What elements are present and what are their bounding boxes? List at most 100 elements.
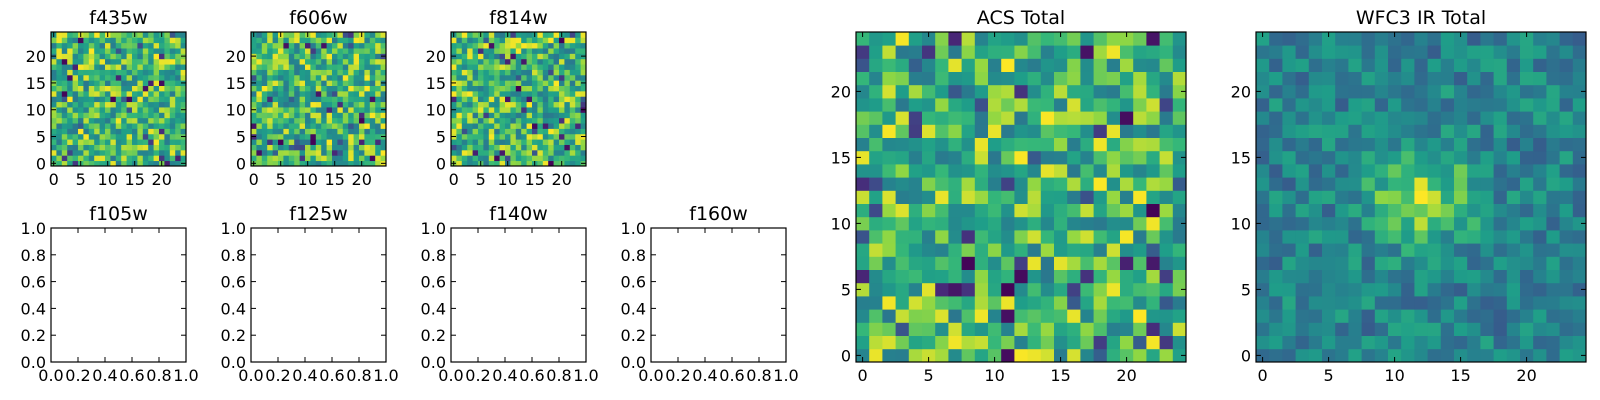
heatmap-cell xyxy=(521,128,527,135)
heatmap-cell xyxy=(1401,322,1415,336)
heatmap-cell xyxy=(1533,309,1547,323)
heatmap-cell xyxy=(1506,335,1521,350)
heatmap-cell xyxy=(305,144,311,151)
heatmap-cell xyxy=(483,112,490,119)
heatmap-cell xyxy=(321,90,327,97)
heatmap-cell xyxy=(1348,335,1362,350)
heatmap-cell xyxy=(283,37,290,44)
heatmap-cell xyxy=(1308,230,1323,244)
heatmap-cell xyxy=(895,348,910,363)
heatmap-cell xyxy=(580,48,587,54)
heatmap-cell xyxy=(1027,45,1042,59)
heatmap-cell xyxy=(272,139,279,145)
heatmap-cell xyxy=(1054,335,1068,350)
heatmap-cell xyxy=(988,296,1002,310)
heatmap-cell xyxy=(321,117,327,124)
heatmap-cell xyxy=(153,58,160,65)
heatmap-cell xyxy=(1427,150,1442,165)
heatmap-cell xyxy=(1093,124,1108,138)
heatmap-cell xyxy=(456,155,463,162)
heatmap-cell xyxy=(310,96,317,103)
heatmap-cell xyxy=(380,112,387,119)
heatmap-cell xyxy=(456,160,463,167)
heatmap-cell xyxy=(364,107,371,113)
heatmap-cell xyxy=(974,177,989,191)
heatmap-cell xyxy=(1054,32,1068,46)
heatmap-cell xyxy=(348,155,354,162)
heatmap-cell xyxy=(1348,150,1362,165)
heatmap-cell xyxy=(988,243,1002,257)
heatmap-cell xyxy=(164,53,171,60)
heatmap-cell xyxy=(988,177,1002,191)
heatmap-cell xyxy=(1480,124,1494,138)
heatmap-cell xyxy=(1467,348,1481,363)
heatmap-cell xyxy=(521,69,527,76)
heatmap-cell xyxy=(51,85,57,92)
heatmap-cell xyxy=(375,90,381,97)
heatmap-cell xyxy=(505,139,511,145)
heatmap-cell xyxy=(353,160,360,167)
heatmap-cell xyxy=(559,37,565,44)
heatmap-cell xyxy=(148,69,154,76)
heatmap-cell xyxy=(1467,309,1481,323)
heatmap-cell xyxy=(1374,124,1389,138)
heatmap-cell xyxy=(1480,32,1494,46)
heatmap-cell xyxy=(1054,269,1068,284)
heatmap-cell xyxy=(505,42,511,49)
heatmap-cell xyxy=(1120,150,1134,165)
y-tick-label: 0.8 xyxy=(421,246,446,265)
heatmap-cell xyxy=(310,90,317,97)
heatmap-cell xyxy=(564,32,571,38)
heatmap-cell xyxy=(1269,137,1283,152)
heatmap-cell xyxy=(132,85,138,92)
heatmap-cell xyxy=(467,128,473,135)
heatmap-cell xyxy=(467,32,473,38)
heatmap-cell xyxy=(321,128,327,135)
heatmap-cell xyxy=(505,64,511,70)
heatmap-cell xyxy=(353,107,360,113)
heatmap-cell xyxy=(1454,322,1468,336)
heatmap-cell xyxy=(510,96,517,103)
heatmap-cell xyxy=(359,101,365,108)
heatmap-cell xyxy=(142,85,149,92)
heatmap-cell xyxy=(337,42,344,49)
x-tick-label: 1.0 xyxy=(173,366,198,385)
y-tick-label: 5 xyxy=(36,128,46,147)
heatmap-cell xyxy=(869,230,883,244)
subplot-title: f160w xyxy=(689,203,748,225)
heatmap-cell xyxy=(169,64,176,70)
heatmap-cell xyxy=(1348,98,1362,112)
heatmap-cell xyxy=(1282,190,1296,204)
heatmap-cell xyxy=(78,48,84,54)
heatmap-cell xyxy=(472,139,479,145)
heatmap-cell xyxy=(78,149,84,156)
heatmap-cell xyxy=(294,69,300,76)
heatmap-cell xyxy=(488,58,495,65)
heatmap-cell xyxy=(305,96,311,103)
heatmap-cell xyxy=(1454,348,1468,363)
heatmap-cell xyxy=(1001,216,1015,231)
heatmap-cell xyxy=(1506,124,1521,138)
heatmap-cell xyxy=(278,64,284,70)
heatmap-cell xyxy=(83,160,90,167)
heatmap-cell xyxy=(1348,84,1362,99)
heatmap-cell xyxy=(67,53,73,60)
heatmap-cell xyxy=(1559,296,1574,310)
heatmap-cell xyxy=(326,69,333,76)
subplot-title: f435w xyxy=(89,7,148,29)
heatmap-cell xyxy=(461,69,468,76)
heatmap-cell xyxy=(72,53,79,60)
heatmap-cell xyxy=(961,111,976,125)
heatmap-cell xyxy=(1256,98,1270,112)
heatmap-cell xyxy=(456,64,463,70)
heatmap-cell xyxy=(251,149,257,156)
heatmap-cell xyxy=(856,84,870,99)
heatmap-cell xyxy=(1133,45,1147,59)
heatmap-cell xyxy=(72,48,79,54)
heatmap-cell xyxy=(494,58,500,65)
heatmap-cell xyxy=(267,101,273,108)
heatmap-cell xyxy=(61,64,68,70)
heatmap-cell xyxy=(261,48,268,54)
heatmap-cell xyxy=(369,64,376,70)
